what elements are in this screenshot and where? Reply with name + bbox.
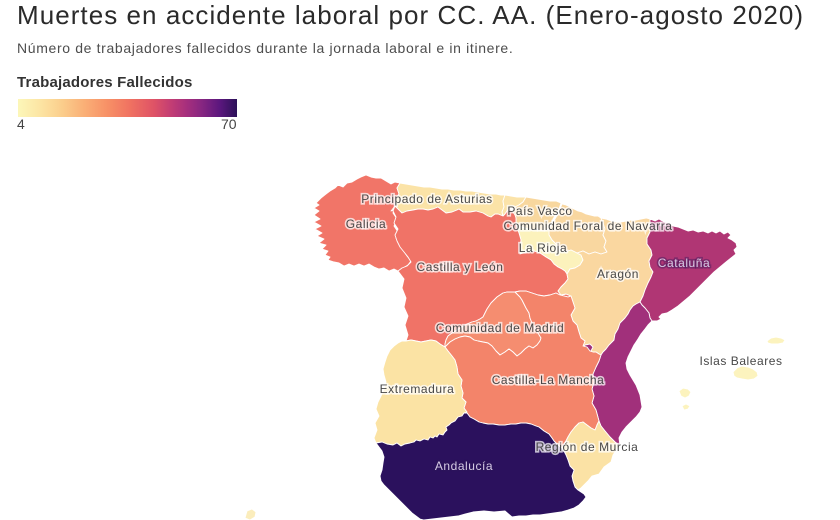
svg-text:Castilla-La Mancha: Castilla-La Mancha <box>492 373 605 387</box>
svg-text:País Vasco: País Vasco <box>507 204 572 218</box>
svg-text:Castilla y León: Castilla y León <box>417 260 504 274</box>
svg-text:Aragón: Aragón <box>597 267 639 281</box>
svg-text:Galicia: Galicia <box>346 217 387 231</box>
svg-text:Principado de Asturias: Principado de Asturias <box>361 192 493 206</box>
svg-text:Comunidad Foral de Navarra: Comunidad Foral de Navarra <box>503 219 672 233</box>
svg-text:Extremadura: Extremadura <box>380 382 455 396</box>
svg-text:Andalucía: Andalucía <box>435 459 493 473</box>
svg-text:Comunidad de Madrid: Comunidad de Madrid <box>436 321 565 335</box>
svg-text:Cataluña: Cataluña <box>658 256 710 270</box>
svg-text:La Rioja: La Rioja <box>519 241 567 255</box>
svg-text:Islas Baleares: Islas Baleares <box>699 354 782 368</box>
svg-text:Región de Murcia: Región de Murcia <box>536 440 639 454</box>
